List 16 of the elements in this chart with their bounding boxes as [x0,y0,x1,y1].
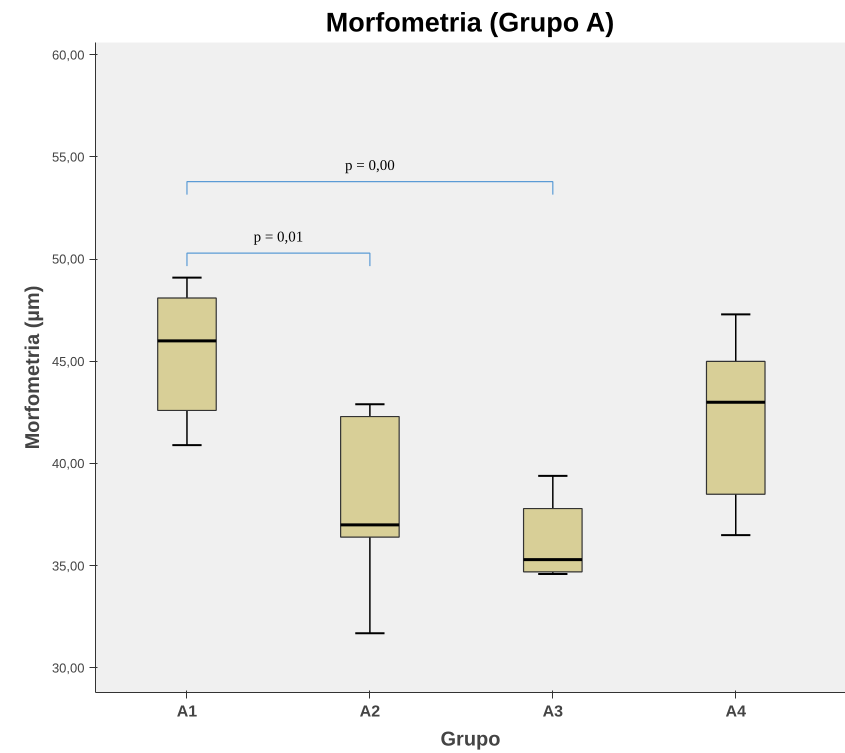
annotation: p = 0,00 [345,158,395,174]
y-tick-label: 40,00 [52,456,85,472]
x-tick-label: A2 [360,704,380,720]
y-tick-label: 45,00 [52,354,85,369]
y-tick-label: 50,00 [52,252,85,267]
x-tick-label: A1 [176,704,198,720]
x-tick-label: A4 [726,704,746,720]
x-tick-label: A3 [542,704,564,720]
y-tick-label: 55,00 [52,149,85,164]
annotation: p = 0,01 [254,229,304,246]
chart-title: Morfometria (Grupo A) [326,8,614,38]
y-tick-label: 35,00 [52,558,85,574]
y-tick-label: 60,00 [52,47,85,62]
y-axis-title: Morfometria (µm) [22,286,44,450]
x-axis-title: Grupo [440,728,501,750]
y-tick-label: 30,00 [52,660,85,676]
